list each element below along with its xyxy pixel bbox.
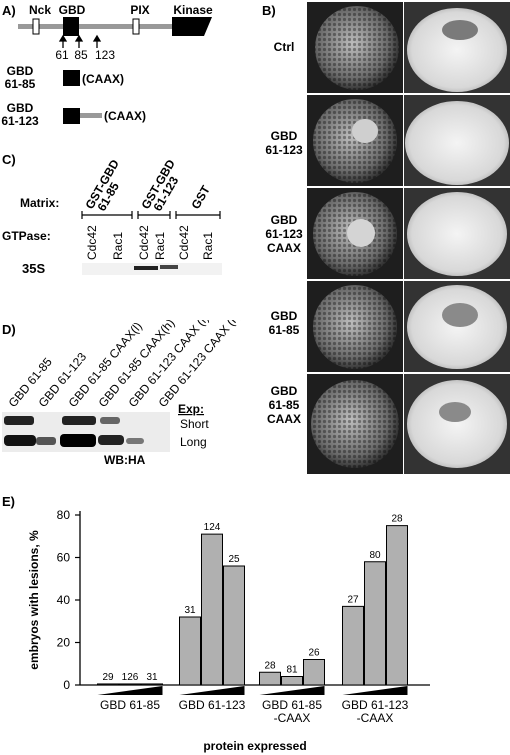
group-label: GBD 61-85 bbox=[100, 698, 160, 712]
photo-row-gbd-61-85-caax bbox=[307, 374, 510, 474]
lane-c4: Rac1 bbox=[153, 232, 167, 260]
gbd-box bbox=[63, 17, 79, 36]
gtpase-label: GTPase: bbox=[2, 229, 51, 243]
bar-count-label: 124 bbox=[204, 522, 221, 533]
exp-label: Exp: bbox=[178, 402, 204, 416]
panel-e-bar-chart: 0 20 40 60 80 embryos with lesions, % protein … bbox=[27, 508, 430, 753]
isotope-label: 35S bbox=[22, 261, 45, 276]
domain-label-kinase: Kinase bbox=[173, 3, 213, 17]
domain-label-pix: PIX bbox=[130, 3, 149, 17]
lane-c5: Cdc42 bbox=[177, 225, 191, 260]
bar-count-label: 27 bbox=[347, 594, 359, 605]
panel-c-pulldown: Matrix: GTPase: GST-GBD 61-85 GST-GBD 61… bbox=[2, 160, 222, 276]
exposure-short: Short bbox=[180, 417, 209, 431]
group-label: GBD 61-85 bbox=[262, 698, 322, 712]
domain-label-nck: Nck bbox=[29, 3, 51, 17]
panel-e-letter: E) bbox=[2, 494, 15, 509]
protein-backbone bbox=[18, 24, 196, 29]
panel-a-letter: A) bbox=[2, 3, 16, 18]
construct-2-box bbox=[63, 108, 80, 124]
bar-count-label: 25 bbox=[228, 554, 240, 565]
bar-count-label: 29 bbox=[102, 672, 114, 683]
exposure-long: Long bbox=[180, 435, 207, 449]
domain-label-gbd: GBD bbox=[59, 3, 86, 17]
dose-wedge bbox=[179, 686, 245, 695]
photo-row-gbd-61-85 bbox=[307, 281, 510, 372]
matrix-label: Matrix: bbox=[20, 196, 59, 210]
y-tick-label: 0 bbox=[63, 678, 70, 692]
wb-label: WB:HA bbox=[104, 453, 146, 465]
panel-d-letter: D) bbox=[2, 322, 16, 337]
bar bbox=[141, 683, 163, 686]
pos-85: 85 bbox=[74, 48, 88, 62]
panel-c-letter: C) bbox=[2, 152, 16, 167]
bar bbox=[386, 525, 408, 686]
lane-c1: Cdc42 bbox=[85, 225, 99, 260]
photo-row-ctrl bbox=[307, 2, 510, 93]
construct-1-tag: (CAAX) bbox=[82, 72, 124, 86]
y-tick-label: 80 bbox=[57, 508, 71, 522]
bar bbox=[201, 533, 223, 686]
kinase-box bbox=[172, 17, 212, 36]
y-tick-label: 20 bbox=[57, 636, 71, 650]
bar bbox=[179, 616, 201, 686]
photo-row-gbd-61-123 bbox=[307, 95, 510, 186]
pix-box bbox=[132, 18, 140, 35]
lane-c6: Rac1 bbox=[201, 232, 215, 260]
bar bbox=[259, 671, 281, 686]
group-label: GBD 61-123 bbox=[342, 698, 409, 712]
lane-c3: Cdc42 bbox=[137, 225, 151, 260]
construct-1-box bbox=[63, 70, 80, 86]
pos-61: 61 bbox=[55, 48, 69, 62]
position-arrows bbox=[58, 34, 102, 48]
embryo-photographs bbox=[307, 2, 510, 474]
band-gbd123-cdc42 bbox=[134, 266, 158, 270]
bar-count-label: 80 bbox=[369, 550, 381, 561]
lane-c2: Rac1 bbox=[111, 232, 125, 260]
photo-row-gbd-61-123-caax bbox=[307, 188, 510, 279]
group-label-3: GST bbox=[188, 183, 213, 212]
group-label-suffix: -CAAX bbox=[274, 711, 311, 725]
bar bbox=[364, 561, 386, 686]
bar-count-label: 81 bbox=[286, 665, 298, 676]
bar-count-label: 26 bbox=[308, 648, 320, 659]
bar bbox=[342, 605, 364, 686]
y-axis-label: embryos with lesions, % bbox=[27, 530, 41, 670]
group-label-suffix: -CAAX bbox=[357, 711, 394, 725]
construct-2-name-line1: GBD bbox=[7, 101, 34, 115]
construct-1-name-line1: GBD bbox=[7, 64, 34, 78]
bar-count-label: 126 bbox=[122, 672, 139, 683]
bar bbox=[303, 659, 325, 686]
y-tick-label: 60 bbox=[57, 551, 71, 565]
band-gbd123-rac1 bbox=[160, 265, 178, 269]
panel-d-western: GBD 61-85 GBD 61-123 GBD 61-85 CAAX(l) G… bbox=[2, 320, 244, 465]
dose-wedge bbox=[342, 686, 408, 695]
construct-2-tail bbox=[80, 113, 102, 118]
panel-a-domain-diagram: Nck GBD PIX Kinase 61 85 123 GBD 61-85 (… bbox=[1, 3, 213, 128]
bar bbox=[281, 676, 303, 686]
bar bbox=[223, 565, 245, 686]
construct-2-name-line2: 61-123 bbox=[1, 114, 39, 128]
pos-123: 123 bbox=[95, 48, 115, 62]
dose-wedge bbox=[97, 686, 163, 695]
panel-b-letter: B) bbox=[262, 3, 276, 18]
bar-count-label: 31 bbox=[184, 605, 196, 616]
bar-count-label: 28 bbox=[264, 660, 276, 671]
group-label: GBD 61-123 bbox=[179, 698, 246, 712]
construct-1-name-line2: 61-85 bbox=[5, 77, 36, 91]
dose-wedge bbox=[259, 686, 325, 695]
short-exposure-bands bbox=[4, 416, 120, 425]
long-exposure-bands bbox=[4, 434, 144, 447]
bar-count-label: 31 bbox=[146, 672, 158, 683]
x-axis-label: protein expressed bbox=[203, 739, 306, 753]
nck-box bbox=[32, 18, 40, 35]
bar-count-label: 28 bbox=[391, 514, 403, 525]
bar bbox=[119, 683, 141, 686]
construct-2-tag: (CAAX) bbox=[104, 109, 146, 123]
y-tick-label: 40 bbox=[57, 593, 71, 607]
bar bbox=[97, 683, 119, 686]
